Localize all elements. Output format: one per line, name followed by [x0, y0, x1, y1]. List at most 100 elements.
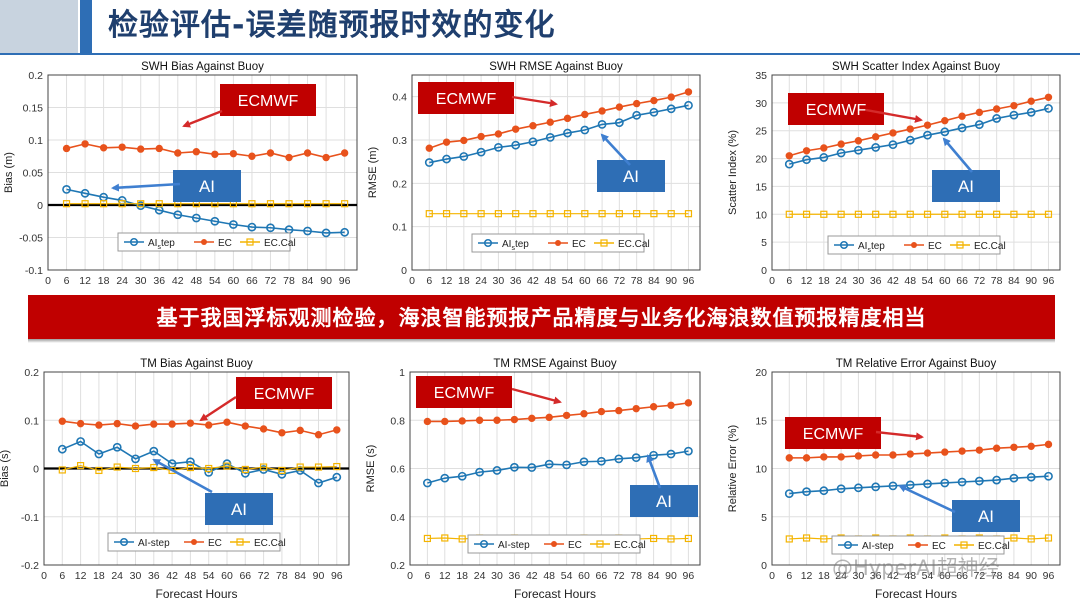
legend-label: EC: [928, 241, 942, 252]
page-title: 检验评估-误差随预报时效的变化: [108, 8, 556, 43]
point-ec-cal: [923, 210, 932, 218]
point-ai: [80, 188, 90, 198]
x-tick-label: 84: [648, 570, 660, 582]
point-ec-cal: [650, 210, 658, 218]
point-ec: [837, 140, 845, 148]
y-tick-label: 15: [755, 415, 767, 427]
x-tick-label: 24: [111, 570, 123, 582]
point-ec-cal: [667, 535, 675, 543]
point-ec: [118, 143, 126, 151]
point-ec: [615, 406, 623, 415]
legend-label: EC.Cal: [618, 239, 650, 250]
point-ai: [871, 143, 881, 152]
chart-panel-1: -0.1 -0.05 0 0.05 0.1 0.15 0.2 0 6 12 18 24 30 36 42 48…: [3, 61, 358, 287]
x-tick-label: 0: [45, 275, 51, 287]
x-tick-label: 96: [683, 570, 695, 582]
point-ec-cal: [441, 534, 449, 542]
ecmwf-callout: ECMWF: [220, 84, 316, 116]
point-ec-cal: [76, 462, 85, 470]
y-axis-label: RMSE (s): [365, 445, 377, 493]
point-ai: [493, 142, 503, 152]
point-ec-cal: [205, 464, 213, 473]
point-ec-cal: [223, 462, 231, 470]
point-ec-cal: [341, 200, 349, 208]
point-ec-cal: [667, 210, 675, 218]
point-ec: [322, 153, 330, 162]
x-tick-label: 6: [64, 275, 70, 287]
point-ai: [191, 213, 201, 223]
x-tick-label: 12: [441, 275, 453, 287]
point-ai: [957, 123, 967, 133]
point-ec-cal: [260, 463, 268, 471]
x-tick-label: 42: [887, 275, 899, 287]
point-ai: [666, 104, 676, 114]
point-ec: [99, 144, 108, 152]
point-ec-cal: [1044, 534, 1053, 542]
series-line-AI_step: [429, 104, 689, 164]
x-tick-label: 84: [302, 275, 314, 287]
y-tick-label: 0.6: [390, 464, 405, 476]
point-ec: [615, 103, 624, 111]
point-ec: [597, 407, 606, 416]
plot-frame: [411, 74, 701, 271]
series-line-AI-step: [61, 440, 338, 484]
point-ec: [941, 116, 949, 125]
point-ec: [598, 107, 606, 115]
ecmwf-callout-text: ECMWF: [254, 386, 315, 403]
x-tick-label: 18: [93, 570, 105, 582]
point-ai: [457, 471, 467, 481]
point-ai: [173, 210, 183, 220]
x-tick-label: 90: [313, 570, 325, 582]
x-tick-label: 42: [887, 570, 899, 582]
point-ai: [819, 153, 829, 162]
point-ec: [871, 133, 880, 141]
series-line-AI_step: [66, 188, 345, 234]
legend: AIstep EC EC.Cal: [827, 235, 1006, 255]
x-tick-label: 12: [75, 570, 87, 582]
point-ec: [460, 136, 468, 145]
x-axis-label: Forecast Hours: [514, 587, 596, 601]
point-ai: [1026, 107, 1036, 117]
point-ec-cal: [581, 210, 589, 218]
point-ai: [76, 437, 85, 446]
point-ec: [186, 419, 195, 427]
point-ec: [441, 417, 449, 426]
point-ec: [1044, 440, 1053, 449]
point-ec-cal: [423, 534, 431, 543]
x-tick-label: 30: [130, 570, 142, 582]
legend-label: AIstep: [148, 238, 175, 251]
x-tick-label: 12: [439, 570, 451, 582]
point-ai: [905, 135, 915, 145]
point-ai: [62, 184, 71, 194]
point-ai: [1044, 104, 1053, 113]
point-ai: [131, 454, 140, 464]
x-tick-label: 96: [339, 275, 351, 287]
y-tick-label: 0.4: [390, 512, 405, 524]
x-tick-label: 6: [786, 275, 792, 287]
ai-callout-text: AI: [231, 500, 247, 519]
x-tick-label: 78: [991, 275, 1003, 287]
point-ec-cal: [303, 200, 312, 208]
point-ai: [210, 216, 220, 226]
y-tick-label: -0.2: [21, 560, 39, 572]
title-underline: [0, 53, 1080, 55]
y-axis-label: Bias (s): [0, 450, 11, 487]
x-tick-label: 0: [769, 570, 775, 582]
x-tick-label: 96: [1043, 275, 1055, 287]
point-ai: [1009, 473, 1019, 483]
title-bar: 检验评估-误差随预报时效的变化: [0, 0, 1080, 55]
x-tick-label: 96: [331, 570, 343, 582]
point-ai: [511, 140, 521, 150]
point-ec-cal: [854, 210, 863, 218]
point-ec: [923, 121, 932, 129]
point-ec-cal: [425, 210, 433, 218]
point-ai: [1044, 471, 1053, 481]
point-ai: [597, 456, 606, 466]
point-ec: [684, 399, 693, 407]
ecmwf-callout-text: ECMWF: [436, 91, 497, 108]
point-ec-cal: [512, 210, 520, 218]
chart-title: SWH Scatter Index Against Buoy: [832, 61, 1000, 73]
point-ai: [57, 444, 67, 454]
point-ai: [784, 159, 794, 169]
